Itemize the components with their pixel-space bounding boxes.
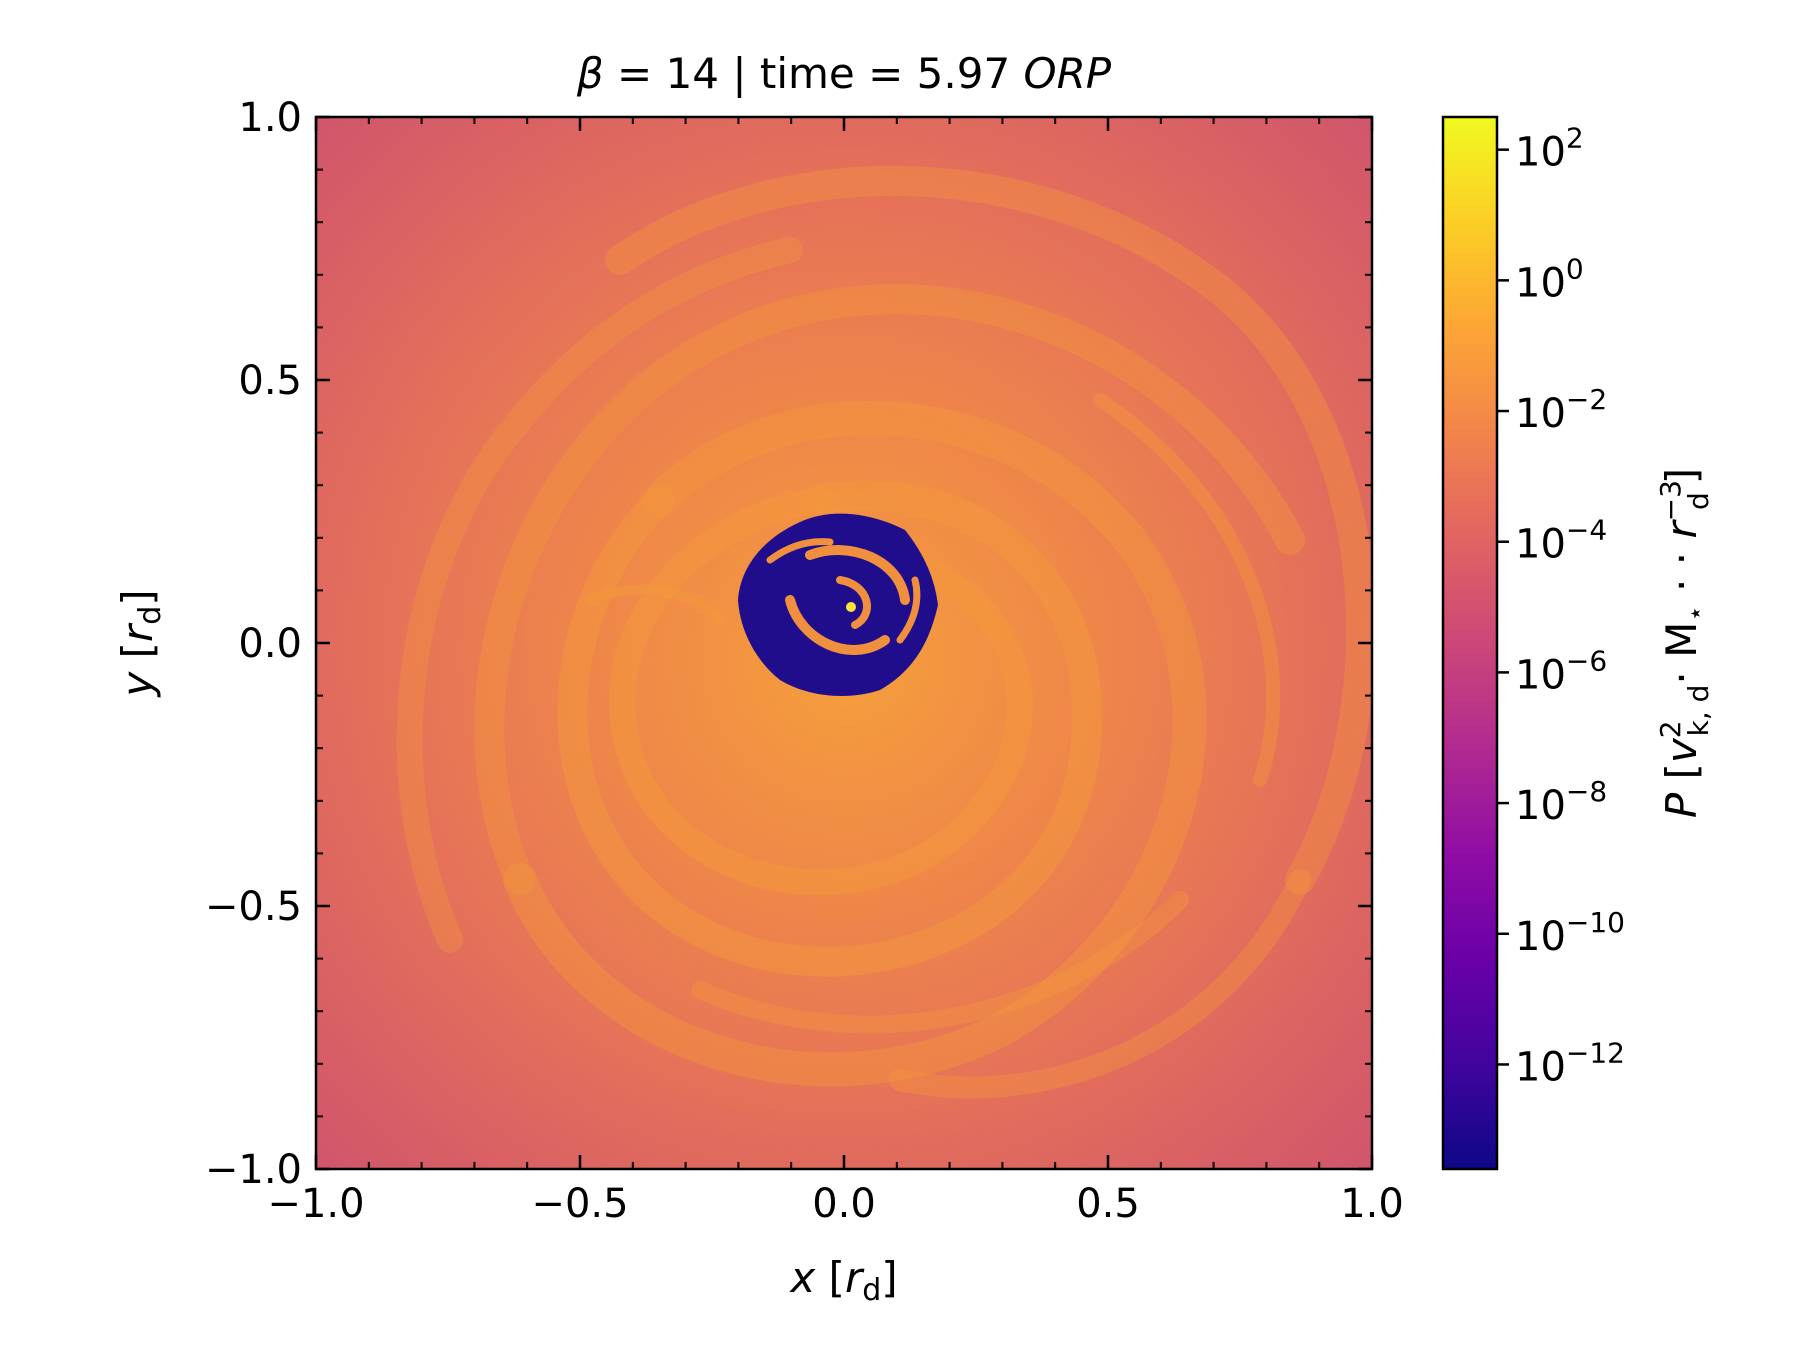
inner-cavity bbox=[738, 513, 938, 696]
colorbar-tick-label: 10−10 bbox=[1515, 906, 1625, 960]
x-tick-label: 0.0 bbox=[812, 1181, 876, 1227]
colorbar bbox=[1441, 115, 1499, 1171]
colorbar-ticks bbox=[1497, 148, 1509, 1066]
colorbar-tick-label: 10−12 bbox=[1515, 1036, 1625, 1090]
x-tick-label: −0.5 bbox=[531, 1181, 628, 1227]
y-tick-labels: −1.0 −0.5 0.0 0.5 1.0 bbox=[205, 95, 302, 1193]
x-tick-label: 0.5 bbox=[1076, 1181, 1140, 1227]
colorbar-tick-label: 10−6 bbox=[1515, 644, 1607, 698]
y-tick-label: −0.5 bbox=[205, 884, 302, 930]
colorbar-label: P [v2k, d· M⋆ · · r−3d] bbox=[1654, 468, 1715, 818]
heatmap-image bbox=[316, 117, 1372, 1169]
colorbar-tick-label: 10−8 bbox=[1515, 775, 1607, 829]
colorbar-tick-label: 102 bbox=[1515, 122, 1584, 176]
colorbar-tick-label: 10−2 bbox=[1515, 383, 1607, 437]
y-axis-label: y [rd] bbox=[113, 589, 168, 698]
x-tick-labels: −1.0 −0.5 0.0 0.5 1.0 bbox=[267, 1181, 1403, 1227]
colorbar-tick-labels: 102 100 10−2 10−4 10−6 10−8 10−10 10−12 bbox=[1515, 122, 1625, 1091]
spiral-arms bbox=[396, 165, 1372, 1099]
chart-title: β = 14 | time = 5.97 ORP bbox=[576, 49, 1112, 98]
y-tick-label: 0.5 bbox=[238, 358, 302, 404]
axis-ticks bbox=[314, 115, 1374, 1171]
colorbar-tick-label: 10−4 bbox=[1515, 514, 1607, 568]
y-tick-label: 1.0 bbox=[238, 95, 302, 141]
x-axis-label: x [rd] bbox=[788, 1253, 897, 1308]
y-tick-label: −1.0 bbox=[205, 1147, 302, 1193]
y-tick-label: 0.0 bbox=[238, 621, 302, 667]
colorbar-tick-label: 100 bbox=[1515, 252, 1584, 306]
x-tick-label: 1.0 bbox=[1340, 1181, 1404, 1227]
x-tick-label: −1.0 bbox=[267, 1181, 364, 1227]
